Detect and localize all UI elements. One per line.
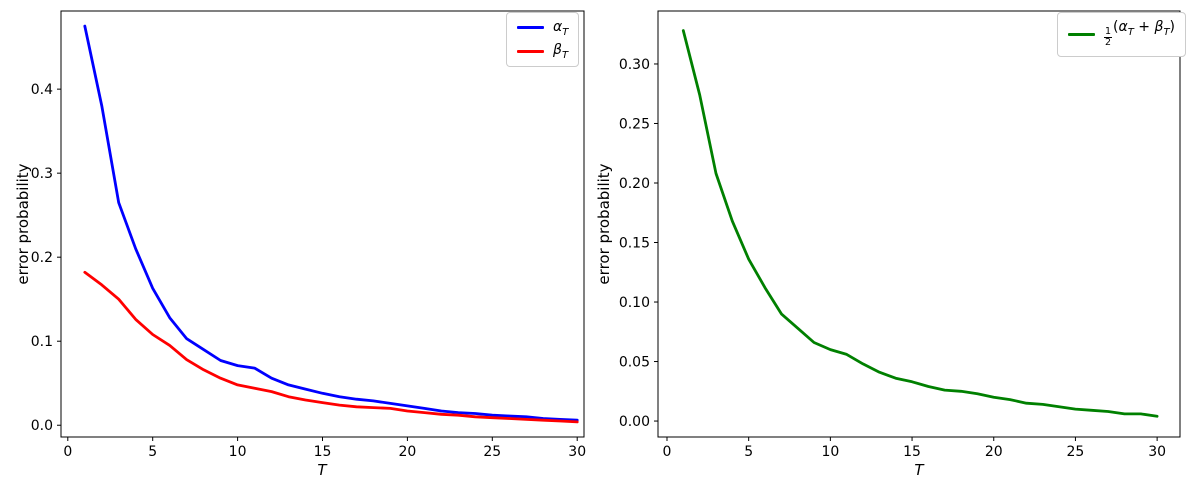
- x-tick-label: 25: [483, 444, 501, 460]
- y-tick-label: 0.05: [619, 355, 650, 371]
- y-tick-label: 0.0: [31, 418, 53, 434]
- x-tick-label: 0: [663, 444, 672, 460]
- x-tick-label: 20: [398, 444, 416, 460]
- left-legend: αT βT: [506, 12, 580, 67]
- x-tick-label: 5: [148, 444, 157, 460]
- x-tick-label: 30: [1148, 444, 1166, 460]
- x-axis-ticks: 0 5 10 15 20 25 30: [663, 437, 1166, 460]
- right-legend: 1 2 (αT + βT): [1057, 12, 1187, 57]
- y-axis-ticks: 0.00 0.05 0.10 0.15 0.20 0.25 0.30: [619, 57, 658, 430]
- x-tick-label: 15: [314, 444, 332, 460]
- x-tick-label: 30: [568, 444, 586, 460]
- y-tick-label: 0.20: [619, 176, 650, 192]
- x-tick-label: 20: [985, 444, 1003, 460]
- series-line-0-0: [83, 24, 579, 422]
- legend-label: βT: [553, 42, 569, 62]
- y-tick-label: 0.15: [619, 236, 650, 252]
- y-tick-label: 0.4: [31, 82, 53, 98]
- y-tick-label: 0.10: [619, 295, 650, 311]
- right-plot-canvas: 0 5 10 15 20 25 30 0.00 0.05 0.10 0.15 0.20 0.25 0.30: [619, 10, 1181, 460]
- legend-label: αT: [553, 19, 569, 38]
- y-axis-ticks: 0.0 0.1 0.2 0.3 0.4: [31, 82, 61, 434]
- left-plot-canvas: 0 5 10 15 20 25 30 0.0 0.1 0.2 0.3 0.4: [31, 10, 586, 460]
- x-tick-label: 15: [903, 444, 921, 460]
- y-tick-label: 0.25: [619, 116, 650, 132]
- x-axis-ticks: 0 5 10 15 20 25 30: [63, 437, 586, 460]
- left-plot: 0 5 10 15 20 25 30 0.0 0.1 0.2 0.3 0.4 error probab…: [14, 10, 586, 479]
- right-y-axis-label: error probability: [595, 163, 613, 285]
- x-tick-label: 10: [821, 444, 839, 460]
- legend-line-swatch: [517, 26, 544, 30]
- y-tick-label: 0.1: [31, 334, 53, 350]
- right-x-axis-label: T: [914, 461, 924, 479]
- y-tick-label: 0.00: [619, 414, 650, 430]
- x-tick-label: 5: [744, 444, 753, 460]
- series-line-0-1: [83, 270, 579, 424]
- x-tick-label: 0: [63, 444, 72, 460]
- y-tick-label: 0.2: [31, 250, 53, 266]
- right-plot: 0 5 10 15 20 25 30 0.00 0.05 0.10 0.15 0.20 0.25 0.30…: [595, 0, 1189, 490]
- left-x-axis-label: T: [317, 461, 327, 479]
- legend-label: 1 2 (αT + βT): [1104, 19, 1176, 49]
- left-y-axis-label: error probability: [14, 163, 32, 285]
- series-line-1-0: [681, 29, 1159, 418]
- y-tick-label: 0.30: [619, 57, 650, 73]
- legend-item: βT: [517, 42, 569, 62]
- legend-item: 1 2 (αT + βT): [1068, 19, 1176, 49]
- axes-frame: [60, 10, 585, 438]
- x-tick-label: 25: [1067, 444, 1085, 460]
- legend-item: αT: [517, 19, 569, 38]
- x-tick-label: 10: [229, 444, 247, 460]
- axes-frame: [657, 10, 1181, 438]
- y-tick-label: 0.3: [31, 166, 53, 182]
- legend-line-swatch: [1068, 32, 1095, 36]
- legend-line-swatch: [517, 49, 544, 53]
